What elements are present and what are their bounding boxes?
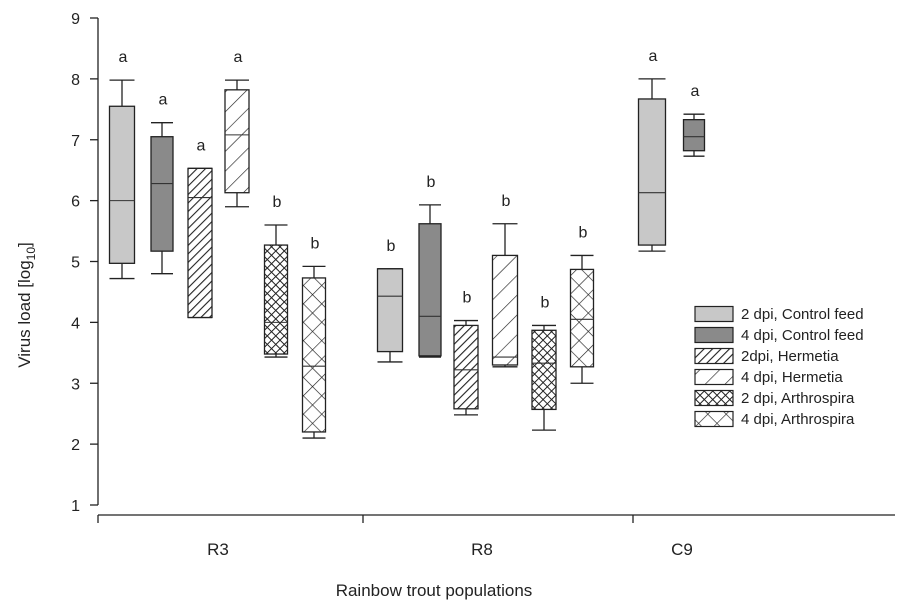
axes: 1 2 3 4 5 6 7 8 9 R3 R8 C9 <box>71 11 895 559</box>
significance-label: a <box>119 49 128 66</box>
legend-swatch <box>694 347 734 365</box>
box-R3-series-0 <box>108 79 136 280</box>
significance-label: b <box>579 224 588 241</box>
box-R3-series-5 <box>301 265 327 439</box>
legend-swatch <box>694 410 734 428</box>
legend-label: 4 dpi, Arthrospira <box>741 411 855 428</box>
significance-label: a <box>234 49 243 66</box>
legend-swatch <box>694 389 734 407</box>
significance-label: a <box>197 137 206 154</box>
box-body <box>301 277 327 433</box>
legend-item: 4 dpi, Control feed <box>694 326 864 344</box>
significance-label: b <box>311 235 320 252</box>
box-R3-series-1 <box>150 122 174 275</box>
legend-item: 4 dpi, Arthrospira <box>694 410 855 428</box>
legend-label: 2 dpi, Arthrospira <box>741 390 855 407</box>
x-category-label: R3 <box>207 540 229 559</box>
y-axis-title: Virus load [log10] <box>15 242 38 368</box>
legend-item: 2 dpi, Control feed <box>694 305 864 323</box>
box-body <box>637 98 667 246</box>
y-tick-label: 1 <box>71 498 80 515</box>
legend-label: 4 dpi, Control feed <box>741 327 864 344</box>
box-R3-series-2 <box>187 167 213 319</box>
significance-label: b <box>273 194 282 211</box>
x-axis-title: Rainbow trout populations <box>336 581 533 600</box>
x-category-label: R8 <box>471 540 493 559</box>
box-R3-series-4 <box>263 224 289 358</box>
box-body <box>453 324 479 410</box>
box-body <box>682 119 706 152</box>
box-C9-series-0 <box>637 78 667 252</box>
box-R8-series-4 <box>531 324 557 431</box>
box-R8-series-3 <box>491 223 519 368</box>
box-body <box>224 89 250 194</box>
box-R8-series-1 <box>418 204 442 358</box>
box-R3-series-3 <box>224 79 250 208</box>
y-tick-label: 8 <box>71 72 80 89</box>
legend-swatch <box>694 326 734 344</box>
box-C9-series-1 <box>682 113 706 157</box>
box-body <box>108 105 136 264</box>
significance-label: b <box>387 238 396 255</box>
box-R8-series-2 <box>453 319 479 416</box>
box-body <box>376 268 404 353</box>
significance-labels: a a a a b b b b b b b b a a <box>119 48 700 312</box>
box-body <box>418 223 442 357</box>
legend: 2 dpi, Control feed 4 dpi, Control feed 2d… <box>694 305 864 428</box>
significance-label: b <box>463 290 472 307</box>
significance-label: b <box>427 174 436 191</box>
box-body <box>531 329 557 411</box>
box-body <box>150 136 174 252</box>
y-tick-label: 6 <box>71 194 80 211</box>
box-body <box>187 167 213 319</box>
legend-item: 4 dpi, Hermetia <box>694 368 843 386</box>
legend-label: 2 dpi, Control feed <box>741 306 864 323</box>
legend-swatch <box>694 305 734 323</box>
y-tick-label: 4 <box>71 315 80 332</box>
box-body <box>569 268 595 368</box>
significance-label: b <box>502 193 511 210</box>
legend-item: 2dpi, Hermetia <box>694 347 839 365</box>
significance-label: a <box>649 48 658 65</box>
significance-label: b <box>541 294 550 311</box>
box-body <box>263 244 289 355</box>
legend-item: 2 dpi, Arthrospira <box>694 389 855 407</box>
x-category-label: C9 <box>671 540 693 559</box>
y-tick-label: 7 <box>71 133 80 150</box>
boxes-layer <box>108 78 706 439</box>
legend-swatch <box>694 368 734 386</box>
box-body <box>491 254 519 366</box>
legend-label: 2dpi, Hermetia <box>741 348 839 365</box>
box-R8-series-0 <box>376 268 404 363</box>
y-tick-label: 2 <box>71 437 80 454</box>
box-R8-series-5 <box>569 254 595 384</box>
y-tick-label: 5 <box>71 255 80 272</box>
significance-label: a <box>159 92 168 109</box>
y-tick-label: 9 <box>71 11 80 28</box>
significance-label: a <box>691 83 700 100</box>
y-tick-label: 3 <box>71 376 80 393</box>
legend-label: 4 dpi, Hermetia <box>741 369 843 386</box>
